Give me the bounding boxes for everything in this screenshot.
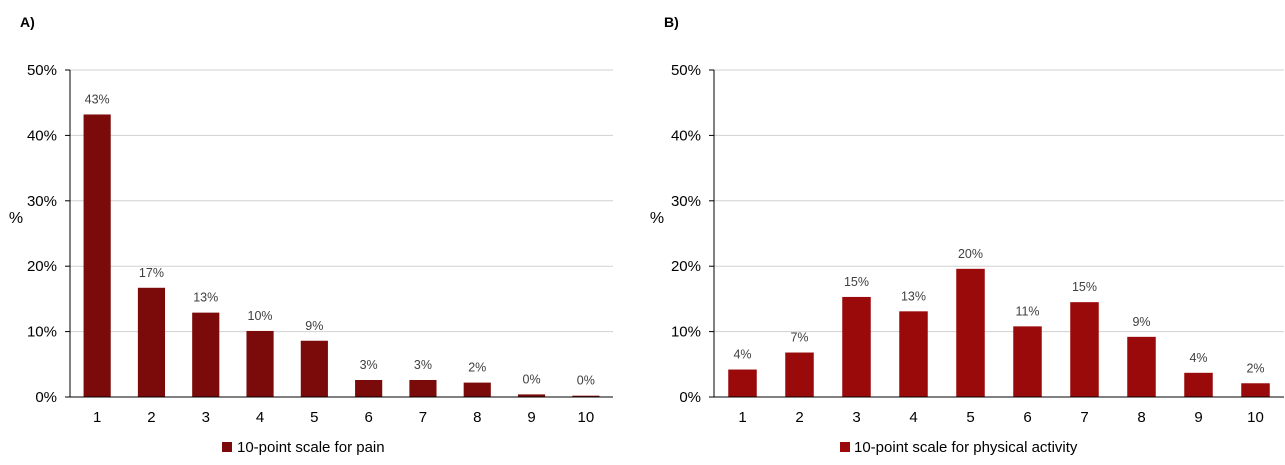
bar <box>572 395 600 397</box>
bar <box>1241 383 1270 397</box>
bar <box>409 379 437 397</box>
bar <box>246 330 274 397</box>
bar <box>842 296 871 397</box>
data-label: 4% <box>1189 351 1207 365</box>
data-label: 9% <box>305 319 323 333</box>
x-tick-label: 8 <box>1137 409 1145 426</box>
data-label: 2% <box>468 361 486 375</box>
data-label: 2% <box>1246 361 1264 375</box>
legend-label: 10-point scale for pain <box>237 439 385 456</box>
data-label: 11% <box>1015 304 1039 318</box>
bar <box>899 311 928 397</box>
bar <box>785 352 814 397</box>
data-label: 0% <box>577 374 595 388</box>
data-label: 17% <box>139 266 164 280</box>
panel-letter: B) <box>664 14 679 30</box>
x-tick-label: 1 <box>93 409 101 426</box>
chart-panel-b: B) 0% 10% 20% 30% 40% 50%% 4% 1 7% 2 15% 3 13% 4 20% 5 11… <box>650 14 1284 456</box>
y-tick-label: 30% <box>671 193 701 210</box>
bar <box>463 382 491 397</box>
bar <box>83 114 111 398</box>
data-label: 15% <box>844 275 869 289</box>
data-label: 9% <box>1132 315 1150 329</box>
legend-label: 10-point scale for physical activity <box>854 439 1078 456</box>
panel-letter: A) <box>20 14 35 30</box>
bar <box>1013 326 1042 397</box>
x-tick-label: 10 <box>1247 409 1264 426</box>
x-tick-label: 9 <box>1194 409 1202 426</box>
data-label: 43% <box>85 92 110 106</box>
x-tick-label: 5 <box>310 409 318 426</box>
data-label: 20% <box>958 247 983 261</box>
bar <box>956 268 985 397</box>
bar <box>1184 372 1213 397</box>
legend-swatch <box>222 442 232 452</box>
data-label: 7% <box>790 331 808 345</box>
x-tick-label: 5 <box>966 409 974 426</box>
x-tick-label: 2 <box>147 409 155 426</box>
x-tick-label: 2 <box>795 409 803 426</box>
y-tick-label: 30% <box>27 193 57 210</box>
bar <box>517 394 546 397</box>
x-tick-label: 8 <box>473 409 481 426</box>
bar <box>1070 302 1099 397</box>
bar <box>1127 336 1156 397</box>
x-tick-label: 6 <box>1023 409 1031 426</box>
bar <box>137 287 166 397</box>
bar <box>192 312 220 397</box>
x-tick-label: 7 <box>1080 409 1088 426</box>
y-axis-label: % <box>650 210 664 227</box>
y-tick-label: 0% <box>679 389 701 406</box>
y-tick-label: 50% <box>27 62 57 79</box>
y-tick-label: 20% <box>27 258 57 275</box>
x-tick-label: 10 <box>578 409 595 426</box>
data-label: 3% <box>360 358 378 372</box>
data-label: 3% <box>414 358 432 372</box>
x-tick-label: 6 <box>364 409 372 426</box>
data-label: 15% <box>1072 280 1097 294</box>
x-tick-label: 7 <box>419 409 427 426</box>
x-tick-label: 4 <box>909 409 917 426</box>
x-tick-label: 4 <box>256 409 264 426</box>
y-axis-label: % <box>9 210 23 227</box>
y-tick-label: 20% <box>671 258 701 275</box>
x-tick-label: 3 <box>202 409 210 426</box>
y-tick-label: 50% <box>671 62 701 79</box>
y-tick-label: 10% <box>671 324 701 341</box>
data-label: 13% <box>193 291 218 305</box>
x-tick-label: 9 <box>527 409 535 426</box>
y-tick-label: 0% <box>35 389 57 406</box>
data-label: 13% <box>901 289 926 303</box>
y-tick-label: 10% <box>27 324 57 341</box>
bar <box>300 340 328 397</box>
legend-swatch <box>840 442 850 452</box>
chart-panel-a: A) 0% 10% 20% 30% 40% 50%% 43% 1 17% 2 13% 3 10% 4 9% 5 3… <box>9 14 613 456</box>
data-label: 0% <box>523 372 541 386</box>
data-label: 10% <box>248 309 273 323</box>
data-label: 4% <box>733 348 751 362</box>
x-tick-label: 1 <box>738 409 746 426</box>
y-tick-label: 40% <box>27 127 57 144</box>
y-tick-label: 40% <box>671 127 701 144</box>
bar <box>355 379 383 397</box>
x-tick-label: 3 <box>852 409 860 426</box>
bar <box>728 369 757 397</box>
